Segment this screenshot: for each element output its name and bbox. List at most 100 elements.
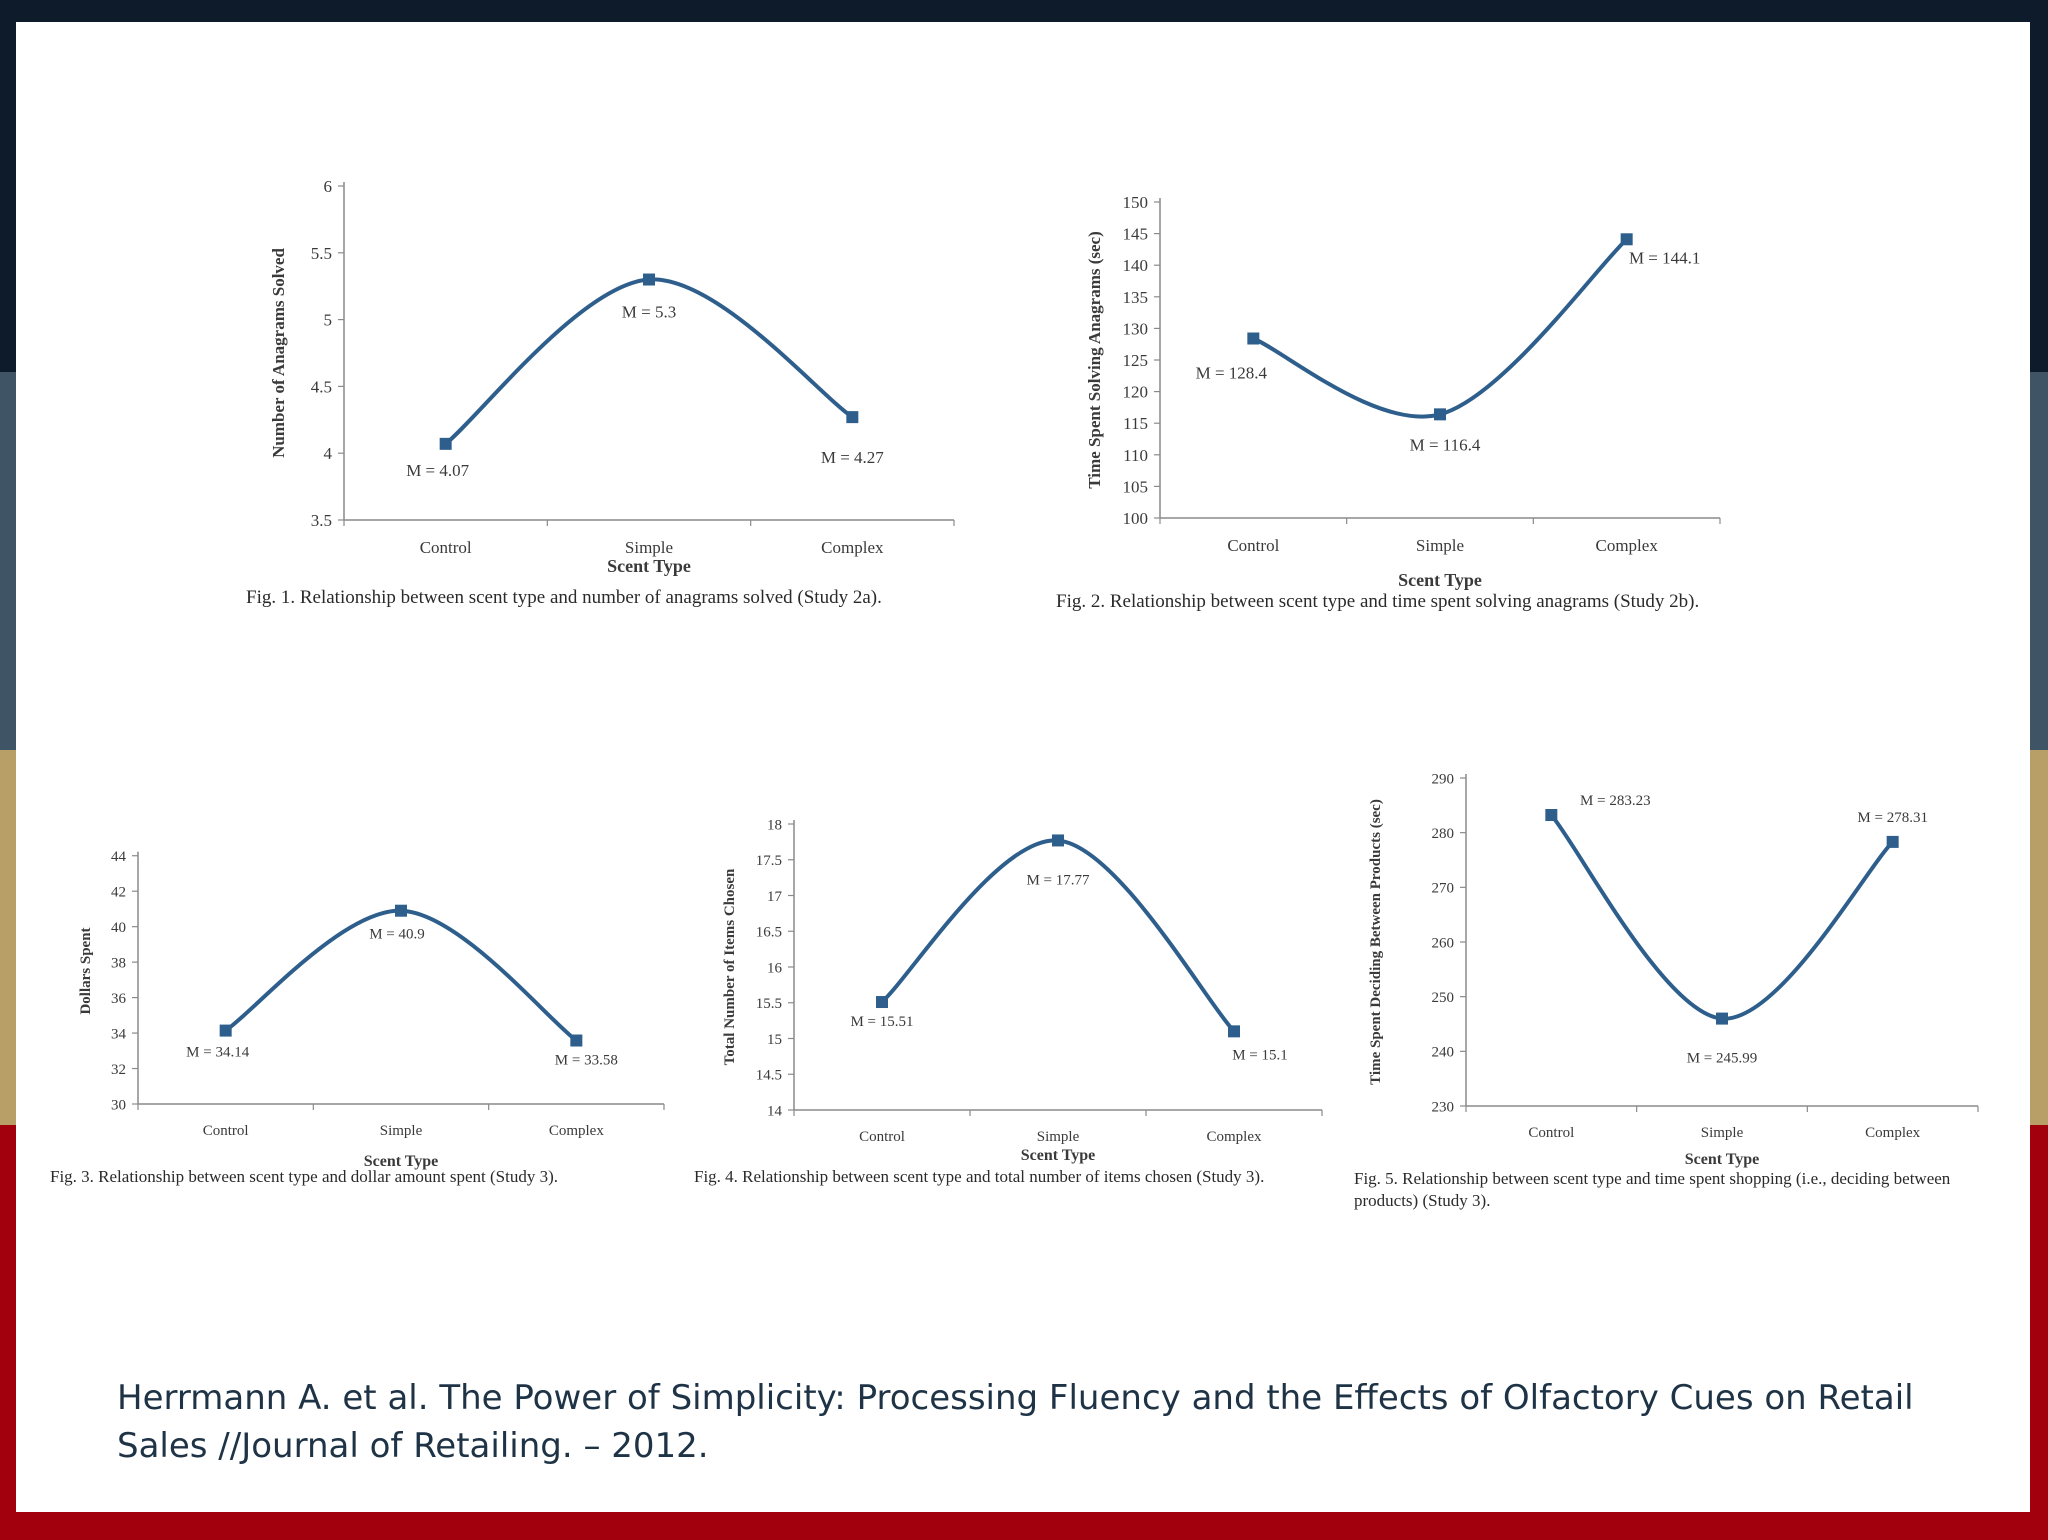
citation: Herrmann A. et al. The Power of Simplici… [117, 1378, 1914, 1466]
y-tick-label: 38 [111, 955, 126, 971]
data-point-marker [219, 1024, 232, 1037]
data-label: M = 15.51 [850, 1014, 913, 1030]
data-point-marker [1247, 332, 1260, 345]
y-tick-label: 120 [1123, 383, 1149, 402]
data-label: M = 40.9 [369, 927, 425, 943]
x-tick-label: Simple [1037, 1129, 1080, 1145]
y-tick-label: 105 [1123, 477, 1149, 496]
y-tick-label: 240 [1432, 1045, 1455, 1061]
data-point-marker [846, 411, 859, 424]
x-tick-label: Control [1528, 1125, 1574, 1141]
slide: 3.5 4 4.5 5 5.5 6 Control Simple Complex Scent Ty… [16, 22, 2030, 1512]
y-tick-label: 140 [1123, 256, 1149, 275]
caption-fig5: Fig. 5. Relationship between scent type … [1354, 1169, 1951, 1211]
y-tick-label: 15.5 [756, 996, 782, 1012]
chart-fig4-items-chosen: 14 14.5 15 15.5 16 16.5 17 17.5 18 Control Simple C… [722, 817, 1323, 1164]
data-point-marker [1545, 809, 1558, 822]
y-tick-label: 5.5 [311, 244, 332, 263]
y-tick-label: 230 [1432, 1099, 1455, 1115]
data-label: M = 245.99 [1687, 1051, 1758, 1067]
y-tick-label: 17 [767, 889, 783, 905]
y-tick-label: 30 [111, 1097, 126, 1113]
x-tick-label: Simple [1701, 1125, 1744, 1141]
data-point-marker [1620, 233, 1633, 246]
data-point-marker [876, 996, 888, 1009]
data-point-marker [1716, 1012, 1728, 1025]
x-tick-label: Complex [549, 1123, 604, 1139]
x-tick-label: Complex [1595, 536, 1658, 555]
y-axis-label: Time Spent Deciding Between Products (se… [1368, 799, 1384, 1085]
y-tick-label: 14 [767, 1103, 783, 1119]
y-tick-label: 42 [111, 884, 126, 900]
y-axis-label: Total Number of Items Chosen [722, 868, 738, 1065]
series-line [1549, 813, 1895, 1021]
data-label: M = 15.1 [1232, 1047, 1288, 1063]
x-tick-label: Control [859, 1129, 905, 1145]
x-tick-label: Control [420, 538, 472, 557]
y-tick-label: 110 [1123, 446, 1148, 465]
chart-fig1-anagrams-solved: 3.5 4 4.5 5 5.5 6 Control Simple Complex Scent Ty… [269, 177, 955, 576]
data-point-marker [643, 273, 655, 286]
x-axis-label: Scent Type [1398, 570, 1482, 590]
x-tick-label: Simple [380, 1123, 423, 1139]
y-tick-label: 100 [1123, 509, 1149, 528]
data-label: M = 128.4 [1196, 364, 1268, 383]
y-tick-label: 145 [1123, 225, 1149, 244]
data-label: M = 144.1 [1629, 248, 1700, 267]
y-tick-label: 40 [111, 920, 126, 936]
data-point-marker [1228, 1025, 1240, 1038]
y-tick-label: 4 [324, 444, 333, 463]
data-point-marker [395, 904, 407, 917]
data-point-marker [1052, 834, 1064, 847]
y-axis-label: Number of Anagrams Solved [269, 248, 288, 458]
data-label: M = 5.3 [622, 303, 676, 322]
caption-fig1: Fig. 1. Relationship between scent type … [246, 587, 882, 608]
x-tick-label: Simple [625, 538, 673, 557]
x-axis-label: Scent Type [1685, 1151, 1760, 1168]
y-tick-label: 15 [767, 1032, 782, 1048]
data-label: M = 33.58 [555, 1053, 618, 1069]
x-axis-label: Scent Type [607, 556, 691, 576]
y-tick-label: 5 [324, 311, 333, 330]
y-tick-label: 44 [111, 849, 127, 865]
y-tick-label: 280 [1432, 826, 1455, 842]
y-tick-label: 14.5 [756, 1068, 782, 1084]
y-tick-label: 17.5 [756, 853, 782, 869]
data-label: M = 116.4 [1410, 435, 1481, 454]
y-tick-label: 6 [324, 177, 333, 196]
y-tick-label: 270 [1432, 881, 1455, 897]
x-tick-label: Simple [1416, 536, 1464, 555]
caption-fig2: Fig. 2. Relationship between scent type … [1056, 591, 1700, 612]
y-tick-label: 115 [1123, 414, 1148, 433]
y-tick-label: 34 [111, 1026, 127, 1042]
y-tick-label: 4.5 [311, 377, 332, 396]
x-axis-label: Scent Type [1021, 1147, 1096, 1164]
caption-fig3: Fig. 3. Relationship between scent type … [50, 1167, 559, 1186]
data-point-marker [1886, 835, 1899, 848]
y-axis-label: Dollars Spent [78, 927, 94, 1014]
y-tick-label: 150 [1123, 193, 1149, 212]
series-line [1252, 237, 1629, 419]
x-tick-label: Control [1227, 536, 1279, 555]
data-label: M = 278.31 [1857, 810, 1928, 826]
data-point-marker [570, 1034, 583, 1047]
x-tick-label: Complex [1865, 1125, 1920, 1141]
y-tick-label: 36 [111, 991, 127, 1007]
caption-fig4: Fig. 4. Relationship between scent type … [694, 1167, 1265, 1186]
y-tick-label: 130 [1123, 319, 1149, 338]
y-tick-label: 260 [1432, 935, 1455, 951]
y-tick-label: 125 [1123, 351, 1149, 370]
data-label: M = 4.07 [406, 461, 469, 480]
x-tick-label: Control [203, 1123, 249, 1139]
y-tick-label: 135 [1123, 288, 1149, 307]
y-tick-label: 18 [767, 817, 782, 833]
x-tick-label: Complex [821, 538, 884, 557]
y-tick-label: 3.5 [311, 511, 332, 530]
y-tick-label: 16.5 [756, 925, 782, 941]
x-axis-label: Scent Type [364, 1153, 439, 1170]
data-label: M = 17.77 [1026, 872, 1090, 888]
x-tick-label: Complex [1207, 1129, 1262, 1145]
data-point-marker [439, 437, 452, 450]
data-label: M = 283.23 [1580, 793, 1651, 809]
chart-fig3-dollars-spent: 30 32 34 36 38 40 42 44 Control Simple Complex Scen… [78, 849, 665, 1170]
